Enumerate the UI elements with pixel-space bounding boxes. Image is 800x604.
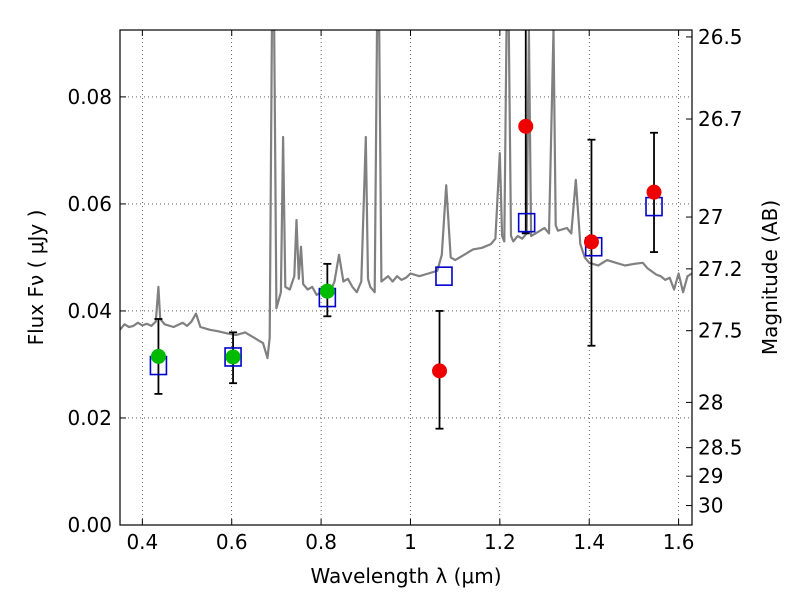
y2-tick-label: 27.5	[698, 319, 743, 343]
y-axis-title: Flux Fν ( μJy )	[24, 210, 48, 346]
plot-frame	[119, 29, 693, 526]
low-significance-point	[432, 363, 448, 379]
low-significance-point	[646, 184, 662, 200]
y-tick-label: 0.02	[67, 406, 112, 430]
x-tick-label: 0.8	[305, 530, 337, 554]
detection-point	[319, 283, 335, 299]
y2-tick-label: 26.7	[698, 107, 743, 131]
y2-tick-label: 26.5	[698, 25, 743, 49]
x-tick-label: 1.6	[663, 530, 695, 554]
y2-tick-label: 28.5	[698, 436, 743, 460]
y2-tick-label: 27.2	[698, 257, 743, 281]
detection-point	[225, 349, 241, 365]
y-tick-label: 0.04	[67, 299, 112, 323]
y-tick-label: 0.08	[67, 85, 112, 109]
x-tick-label: 1	[404, 530, 417, 554]
y2-tick-label: 29	[698, 464, 723, 488]
x-tick-label: 1.2	[484, 530, 516, 554]
model-flux-box	[517, 212, 536, 233]
y-tick-label: 0.00	[67, 513, 112, 537]
model-flux-box	[435, 266, 453, 286]
model-flux-box	[224, 347, 242, 367]
y2-tick-label: 27	[698, 205, 723, 229]
spectrum-line	[120, 30, 692, 360]
x-tick-label: 0.6	[216, 530, 248, 554]
detection-point	[150, 348, 166, 364]
x-axis-title: Wavelength λ (μm)	[310, 564, 501, 588]
y2-tick-label: 30	[698, 494, 723, 518]
x-tick-label: 1.4	[573, 530, 605, 554]
low-significance-point	[583, 234, 599, 250]
low-significance-point	[518, 118, 534, 134]
y2-tick-label: 28	[698, 390, 723, 414]
y2-axis-title: Magnitude (AB)	[758, 200, 782, 355]
y-tick-label: 0.06	[67, 192, 112, 216]
x-tick-label: 0.4	[126, 530, 158, 554]
